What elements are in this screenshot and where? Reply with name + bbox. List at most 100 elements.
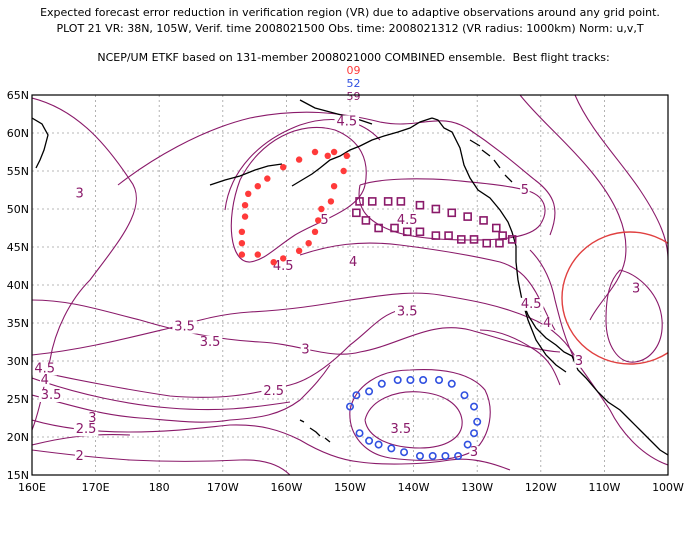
track-09-marker — [241, 202, 249, 209]
track-52-marker — [419, 375, 428, 384]
latitude-labels: 65N 60N 55N 50N 45N 40N 35N 30N 25N 20N 15N — [7, 89, 29, 482]
contour-value-label: 4.5 — [397, 213, 418, 228]
contour-label-background — [334, 115, 360, 129]
track-id-59: 59 — [346, 90, 361, 103]
lon-tick-label: 130W — [461, 481, 493, 494]
lat-tick-label: 60N — [7, 127, 29, 140]
track-09-marker — [305, 240, 312, 247]
contour-label-background — [87, 411, 98, 425]
track-52-marker — [470, 429, 479, 438]
contour-line — [32, 449, 291, 475]
track-59-marker — [479, 216, 488, 225]
contour-label-background — [319, 214, 330, 228]
track-59-marker — [456, 235, 466, 244]
lon-tick-label: 160E — [18, 481, 46, 494]
track-52-marker — [447, 379, 456, 388]
lat-tick-label: 55N — [7, 165, 29, 178]
track-59-marker — [352, 208, 361, 218]
track-52-marker — [454, 451, 463, 460]
track-09-marker — [254, 251, 261, 258]
track-59-marker — [431, 204, 441, 214]
contour-value-label: 4.5 — [34, 361, 55, 376]
track-59-marker — [415, 227, 425, 237]
track-09-marker — [245, 190, 252, 197]
lon-tick-label: 180 — [149, 481, 170, 494]
track-52-marker — [387, 444, 396, 453]
contour-value-label: 4.5 — [521, 297, 542, 312]
contour-label-background — [542, 316, 552, 330]
track-09-marker — [343, 152, 351, 159]
lon-tick-label: 140W — [398, 481, 430, 494]
contour-label-background — [574, 354, 584, 368]
flight-tracks — [238, 148, 517, 460]
track-09-marker — [241, 213, 249, 220]
lat-tick-label: 65N — [7, 89, 29, 102]
track-52-marker — [377, 379, 386, 388]
track-09-marker — [340, 167, 347, 175]
contour-line — [32, 377, 291, 411]
contour-value-label: 3 — [632, 282, 640, 297]
contour-line — [479, 329, 561, 386]
contour-value-label: 2 — [76, 449, 84, 464]
coastline-hawaii — [299, 419, 331, 443]
lat-tick-label: 45N — [7, 241, 29, 254]
track-09-marker — [280, 164, 287, 171]
track-09-marker — [238, 228, 246, 235]
lat-tick-label: 15N — [7, 469, 29, 482]
lon-tick-label: 160W — [270, 481, 302, 494]
track-09-marker — [324, 152, 331, 159]
track-09-marker — [295, 156, 303, 163]
contour-label-background — [300, 343, 311, 357]
contour-value-label: 3 — [301, 342, 309, 357]
contour-value-label: 3 — [76, 187, 84, 202]
track-09-marker — [270, 259, 277, 266]
track-59-marker — [431, 231, 441, 240]
title-line-1: Expected forecast error reduction in ver… — [40, 6, 660, 19]
contour-value-label: 3 — [575, 354, 583, 369]
lon-tick-label: 150W — [334, 481, 366, 494]
title-line-3-prefix: NCEP/UM ETKF based on 131-member 2008021… — [97, 51, 610, 64]
track-52-marker — [355, 429, 364, 438]
lat-tick-label: 40N — [7, 279, 29, 292]
track-52-marker — [460, 391, 469, 400]
contour-line — [358, 178, 546, 241]
contour-value-label: 4.5 — [273, 259, 294, 274]
contour-line — [32, 364, 331, 423]
contour-label-background — [32, 362, 57, 376]
track-09-marker — [330, 183, 338, 190]
track-52-marker — [406, 375, 415, 384]
track-59-marker — [402, 227, 412, 237]
contour-value-label: 2.5 — [76, 422, 97, 437]
track-59-marker — [367, 197, 377, 206]
track-09-marker — [330, 148, 338, 156]
longitude-labels: 160E 170E 180 170W 160W 150W 140W 130W 120W 110W 1… — [18, 481, 684, 494]
track-59-marker — [469, 235, 479, 244]
track-59-marker — [374, 223, 383, 233]
contour-value-label: 3.5 — [200, 335, 221, 350]
contour-value-label: 3.5 — [397, 304, 418, 319]
track-id-09: 09 — [346, 64, 361, 77]
contour-line — [117, 111, 556, 236]
lat-tick-label: 35N — [7, 317, 29, 330]
track-59-marker — [495, 238, 504, 248]
track-59-marker — [482, 238, 492, 248]
contour-line — [349, 369, 491, 461]
track-09-marker — [318, 205, 325, 213]
track-52-marker — [352, 391, 361, 400]
track-id-52: 52 — [346, 77, 361, 90]
contour-value-label: 3 — [88, 411, 96, 426]
contour-label-background — [519, 297, 544, 311]
contour-line — [364, 391, 463, 449]
track-09-marker — [280, 255, 287, 262]
contour-label-background — [39, 373, 50, 387]
contour-label-background — [197, 335, 223, 349]
contour-value-label: 5 — [521, 183, 529, 198]
track-09-marker — [254, 183, 261, 190]
lon-tick-label: 170E — [82, 481, 110, 494]
contour-value-label: 4 — [349, 255, 357, 270]
coastline-alaska-peninsula — [291, 117, 433, 187]
track-52-marker — [415, 451, 424, 460]
title-line-3: NCEP/UM ETKF based on 131-member 2008021… — [0, 38, 700, 103]
track-52-marker — [365, 387, 374, 396]
